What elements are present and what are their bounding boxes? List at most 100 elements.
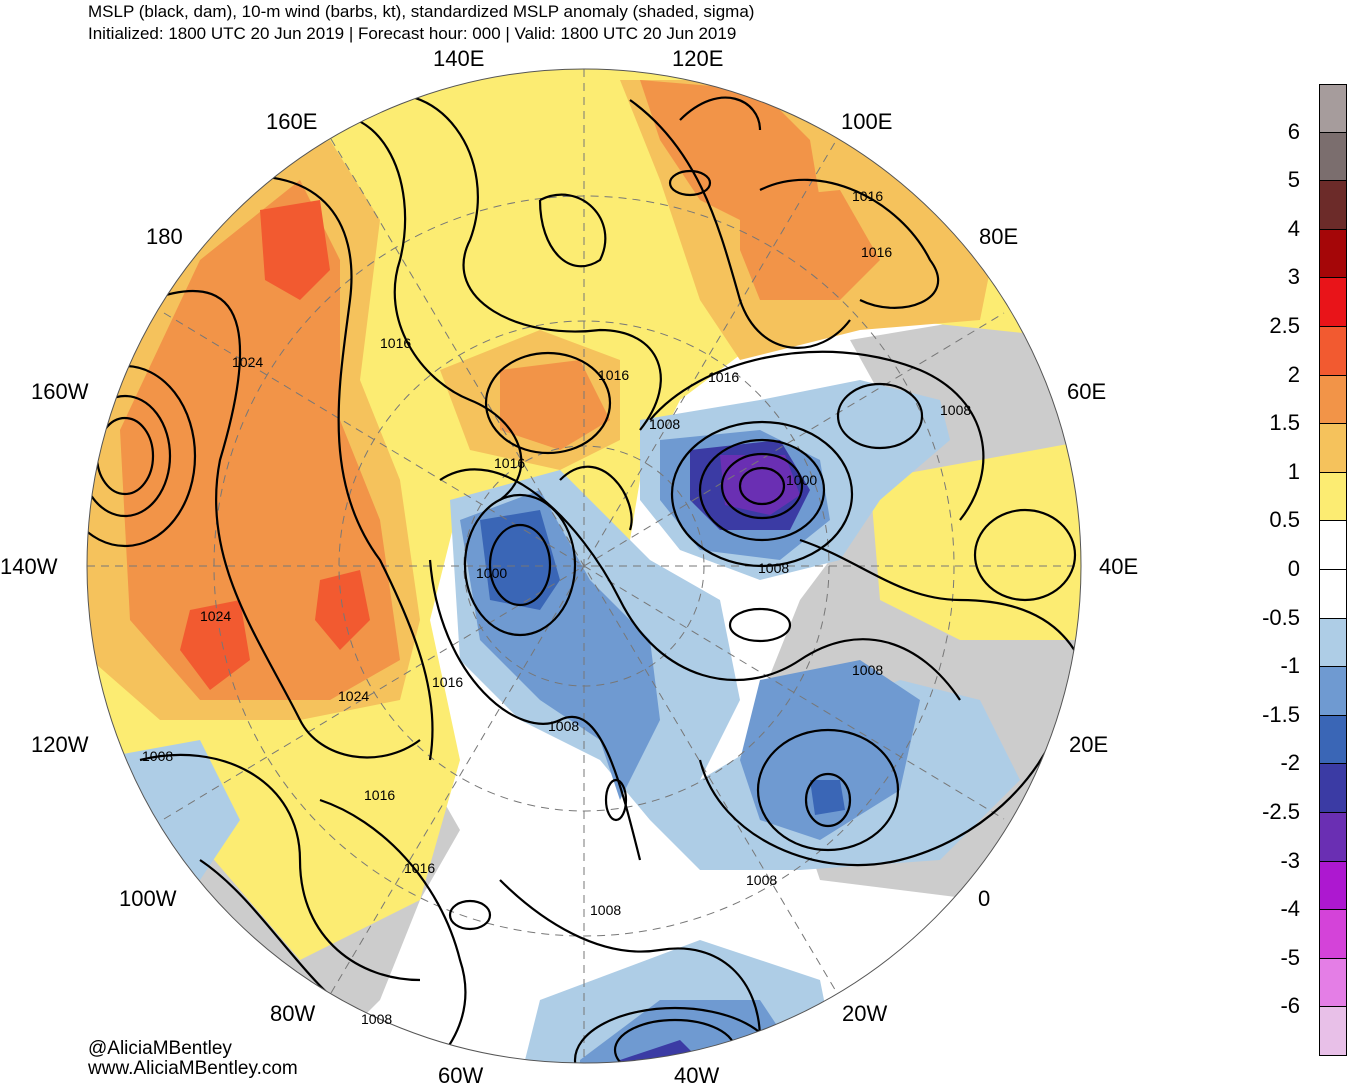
colorbar-swatch bbox=[1319, 424, 1347, 473]
contour-label: 1016 bbox=[852, 188, 884, 204]
isobars bbox=[87, 93, 1081, 1063]
contour-label: 1016 bbox=[380, 335, 412, 351]
colorbar-tick-label: -5 bbox=[1280, 944, 1300, 970]
colorbar-tick-label: 6 bbox=[1287, 118, 1300, 144]
lon-label-120w: 120W bbox=[31, 732, 89, 757]
colorbar-tick-label: -6 bbox=[1280, 993, 1300, 1019]
anomaly-darkblue-region bbox=[810, 780, 845, 815]
contour-label: 1024 bbox=[338, 688, 370, 704]
contour-label: 1000 bbox=[476, 565, 508, 581]
colorbar-tick-label: 3 bbox=[1287, 264, 1300, 290]
anomaly-darkorange-region bbox=[120, 180, 400, 700]
colorbar-tick-label: 2.5 bbox=[1269, 313, 1300, 338]
lon-label-140e: 140E bbox=[433, 46, 485, 71]
lon-label-140w: 140W bbox=[0, 554, 58, 579]
contour-label: 1024 bbox=[232, 354, 264, 370]
contour-label: 1024 bbox=[200, 608, 232, 624]
colorbar-tick-label: 2 bbox=[1287, 361, 1300, 387]
contour-label: 1016 bbox=[861, 244, 893, 260]
contour-label: 1016 bbox=[494, 455, 526, 471]
lon-label-100w: 100W bbox=[119, 886, 177, 911]
colorbar-swatch bbox=[1319, 958, 1347, 1008]
contour-label: 1008 bbox=[852, 662, 884, 678]
contour-label: 1000 bbox=[786, 472, 818, 488]
contour-label: 1008 bbox=[548, 718, 580, 734]
colorbar-tick-label: -3 bbox=[1280, 847, 1300, 873]
colorbar-tick-label: 4 bbox=[1287, 215, 1300, 241]
lon-label-20e: 20E bbox=[1069, 732, 1109, 757]
lon-label-80w: 80W bbox=[270, 1001, 316, 1026]
lon-label-160e: 160E bbox=[266, 109, 318, 134]
colorbar-tick-label: -0.5 bbox=[1262, 604, 1300, 630]
colorbar-ticks: 6 5 4 3 2.5 2 1.5 1 0.5 0 -0.5 -1 -1.5 -2 -2.5 -3 -4 -5 -6 bbox=[1240, 0, 1300, 1086]
colorbar-tick-label: 5 bbox=[1287, 167, 1300, 193]
lon-label-80e: 80E bbox=[979, 224, 1019, 249]
map-subtitle: Initialized: 1800 UTC 20 Jun 2019 | Fore… bbox=[88, 24, 737, 43]
contour-label: 1016 bbox=[708, 369, 740, 385]
contour-label: 1008 bbox=[142, 748, 174, 764]
colorbar-swatch bbox=[1319, 667, 1347, 716]
lon-label-40e: 40E bbox=[1099, 554, 1139, 579]
lon-label-60w: 60W bbox=[438, 1063, 484, 1088]
contour-label: 1016 bbox=[598, 367, 630, 383]
contour-label: 1008 bbox=[940, 402, 972, 418]
lon-label-160w: 160W bbox=[31, 379, 89, 404]
colorbar-swatch bbox=[1319, 521, 1347, 570]
colorbar-swatch bbox=[1319, 132, 1347, 182]
contour-label: 1016 bbox=[364, 787, 396, 803]
anomaly-darkorange-region bbox=[740, 190, 880, 300]
contour-label: 1008 bbox=[746, 872, 778, 888]
anomaly-darkorange-region bbox=[640, 80, 820, 230]
lon-label-60e: 60E bbox=[1067, 379, 1107, 404]
contour-label: 1008 bbox=[758, 560, 790, 576]
colorbar-swatch bbox=[1319, 84, 1347, 133]
anomaly-yellow-region bbox=[870, 440, 1081, 640]
lon-label-40w: 40W bbox=[674, 1063, 720, 1088]
colorbar bbox=[1319, 84, 1347, 1056]
colorbar-swatch bbox=[1319, 278, 1347, 327]
contour-label: 1008 bbox=[361, 1011, 393, 1027]
lon-label-0: 0 bbox=[978, 886, 991, 911]
anomaly-blue-region bbox=[740, 660, 920, 840]
colorbar-tick-label: 0 bbox=[1287, 556, 1300, 581]
colorbar-tick-label: -1 bbox=[1280, 653, 1300, 679]
colorbar-swatch bbox=[1319, 569, 1347, 619]
anomaly-red-region bbox=[315, 570, 370, 650]
colorbar-tick-label: -2 bbox=[1280, 750, 1300, 776]
colorbar-tick-label: 1.5 bbox=[1269, 410, 1300, 436]
credit-site: www.AliciaMBentley.com bbox=[88, 1058, 298, 1079]
contour-label: 1008 bbox=[590, 902, 622, 918]
colorbar-tick-label: -1.5 bbox=[1262, 701, 1300, 727]
colorbar-swatch bbox=[1319, 326, 1347, 376]
colorbar-swatch bbox=[1319, 861, 1347, 911]
colorbar-swatch bbox=[1319, 812, 1347, 862]
colorbar-swatch bbox=[1319, 472, 1347, 522]
colorbar-tick-label: -4 bbox=[1280, 896, 1300, 922]
colorbar-swatch bbox=[1319, 181, 1347, 230]
colorbar-tick-label: 0.5 bbox=[1269, 507, 1300, 533]
anomaly-red-region bbox=[260, 200, 330, 300]
lon-label-20w: 20W bbox=[842, 1001, 888, 1026]
lon-label-180: 180 bbox=[146, 224, 183, 249]
colorbar-swatch bbox=[1319, 229, 1347, 279]
colorbar-swatch bbox=[1319, 618, 1347, 668]
colorbar-tick-label: -2.5 bbox=[1262, 799, 1300, 824]
anomaly-red-region bbox=[180, 600, 250, 690]
colorbar-swatch bbox=[1319, 375, 1347, 425]
map-boundary bbox=[86, 68, 1082, 1064]
anomaly-darkblue-region bbox=[720, 455, 800, 515]
colorbar-swatch bbox=[1319, 910, 1347, 959]
anomaly-darkorange-region bbox=[500, 360, 610, 450]
graticule bbox=[87, 69, 1081, 1063]
colorbar-swatch bbox=[1319, 715, 1347, 765]
colorbar-swatch bbox=[1319, 1007, 1347, 1056]
contour-label: 1016 bbox=[404, 860, 436, 876]
map-title: MSLP (black, dam), 10-m wind (barbs, kt)… bbox=[88, 2, 755, 21]
contour-label: 1016 bbox=[432, 674, 464, 690]
contour-label: 1008 bbox=[649, 416, 681, 432]
colorbar-swatch bbox=[1319, 764, 1347, 813]
lon-label-100e: 100E bbox=[841, 109, 893, 134]
credit-handle: @AliciaMBentley bbox=[88, 1038, 232, 1059]
lon-label-120e: 120E bbox=[672, 46, 724, 71]
